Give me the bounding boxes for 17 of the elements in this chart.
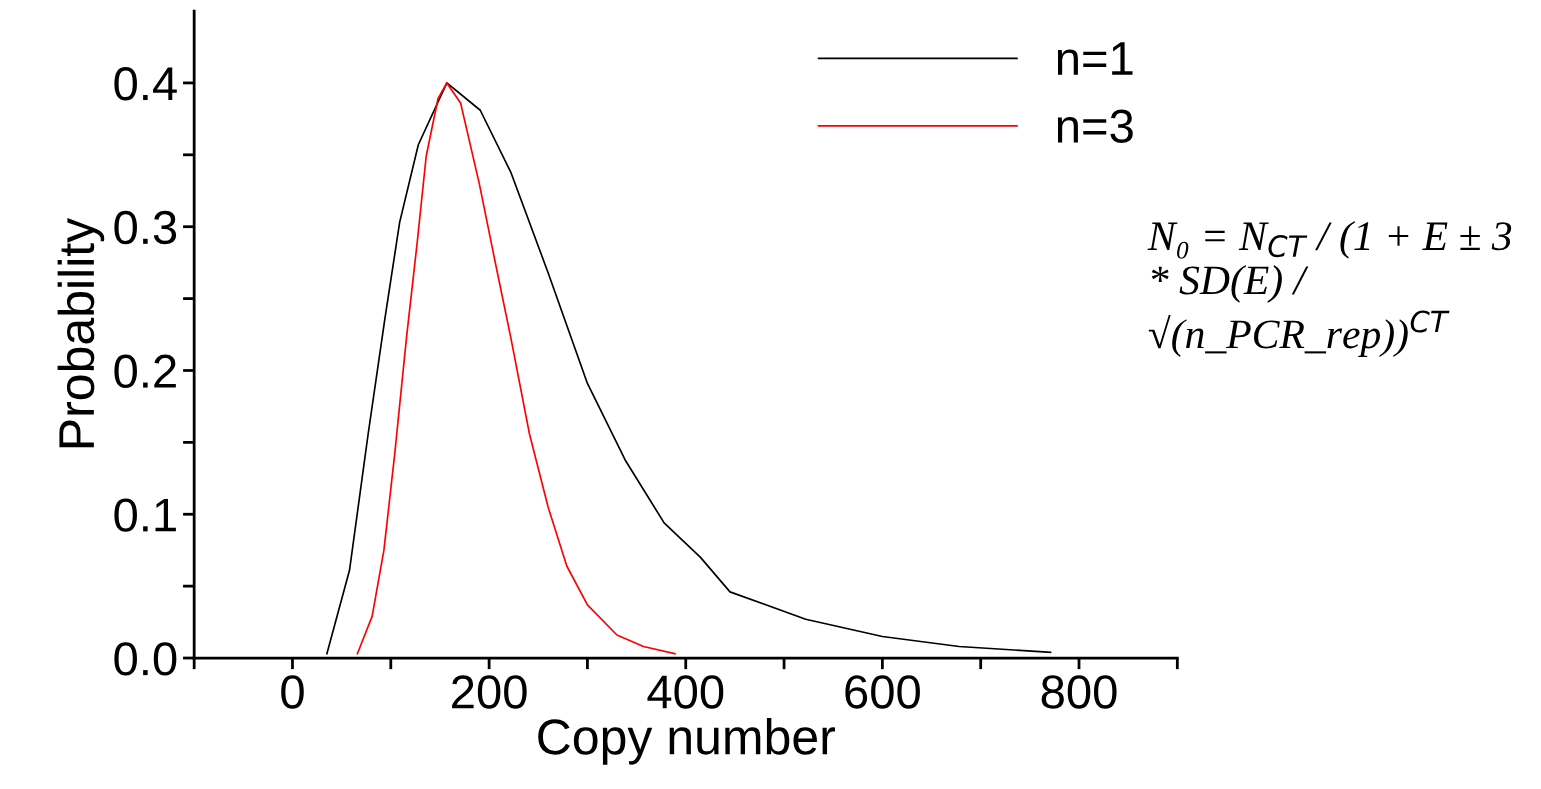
y-tick-label: 0.0 — [114, 642, 177, 676]
line-series — [326, 82, 1052, 655]
y-tick-label: 0.3 — [114, 210, 177, 245]
legend-label: n=1 — [1057, 42, 1133, 75]
y-axis-title: Probability — [57, 217, 105, 448]
x-tick-label: 400 — [647, 675, 724, 709]
x-axis-title: Copy number — [538, 718, 835, 765]
x-tick-label: 600 — [845, 675, 920, 709]
x-tick-label: 200 — [452, 675, 527, 709]
x-tick-label: 800 — [1041, 675, 1117, 709]
y-tick-label: 0.1 — [114, 498, 176, 532]
legend-label: n=3 — [1057, 109, 1133, 143]
x-tick-label: 0 — [281, 675, 304, 709]
y-tick-label: 0.4 — [114, 67, 177, 101]
line-series — [356, 82, 676, 655]
annotation: N₀ = N$_{CT}$ / (1 + E ± 3 * SD(E) / √(n_PCR_rep))$^{CT}$ — [1147, 220, 1512, 357]
y-tick-label: 0.2 — [114, 354, 176, 389]
